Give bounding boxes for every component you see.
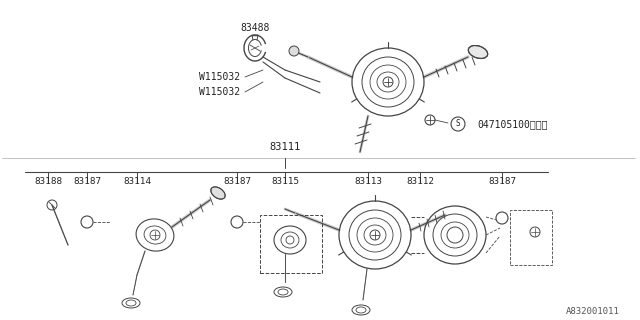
Text: 83114: 83114 xyxy=(123,178,151,187)
Ellipse shape xyxy=(468,45,488,59)
Bar xyxy=(510,210,552,265)
Text: 83187: 83187 xyxy=(223,178,251,187)
Text: W115032: W115032 xyxy=(199,87,240,97)
Text: 83187: 83187 xyxy=(488,178,516,187)
Text: 047105100（２）: 047105100（２） xyxy=(477,119,548,129)
Ellipse shape xyxy=(211,187,225,199)
Text: 83488: 83488 xyxy=(240,23,269,33)
Text: 83112: 83112 xyxy=(406,178,434,187)
Text: 83188: 83188 xyxy=(34,178,62,187)
Circle shape xyxy=(81,216,93,228)
Text: 83111: 83111 xyxy=(269,142,301,152)
Text: 83187: 83187 xyxy=(73,178,101,187)
Bar xyxy=(260,215,322,273)
Text: S: S xyxy=(456,119,460,129)
Text: A832001011: A832001011 xyxy=(566,308,620,316)
Text: 83113: 83113 xyxy=(354,178,382,187)
Circle shape xyxy=(231,216,243,228)
Circle shape xyxy=(289,46,299,56)
Text: W115032: W115032 xyxy=(199,72,240,82)
Circle shape xyxy=(496,212,508,224)
Text: 83115: 83115 xyxy=(271,178,299,187)
